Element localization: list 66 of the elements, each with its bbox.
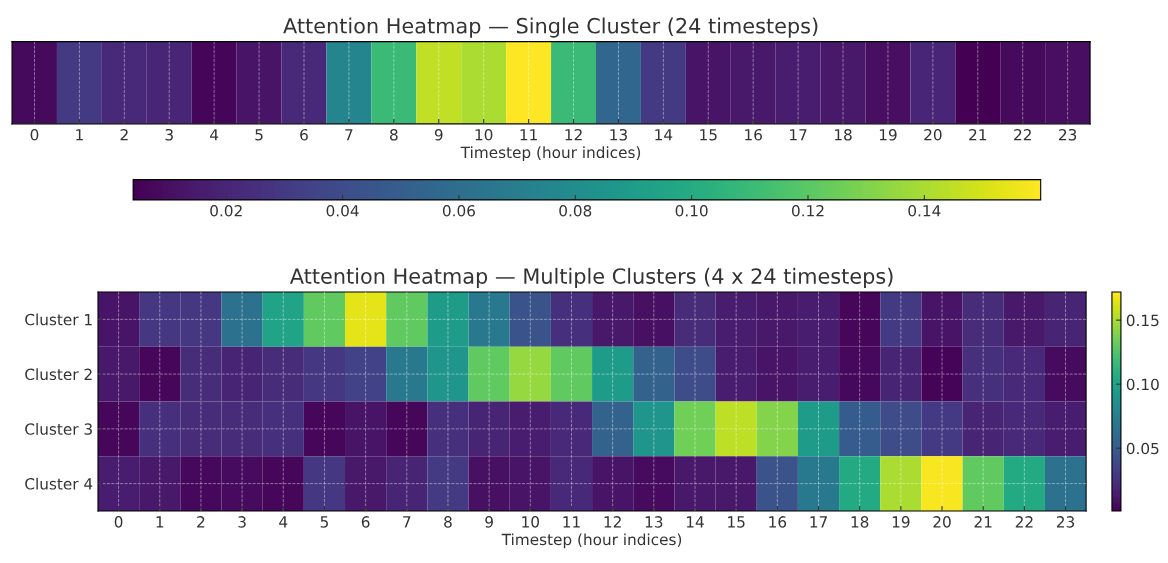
x-tick-label: 4 <box>210 129 219 141</box>
x-tick-label: 21 <box>969 128 987 141</box>
color-bar-label: 0.15 <box>1126 314 1159 327</box>
x-tick-label: 20 <box>924 128 942 141</box>
x-tick-label: 15 <box>700 129 717 141</box>
x-tick-label: 18 <box>851 516 869 528</box>
x-tick-label: 4 <box>279 516 288 528</box>
color-bar-label: 0.02 <box>210 205 242 217</box>
x-tick-label: 8 <box>390 128 398 141</box>
x-tick-label: 20 <box>933 516 951 528</box>
x-tick-label: 11 <box>563 516 580 528</box>
x-tick-label: 13 <box>645 516 663 528</box>
x-tick-label: 7 <box>403 516 411 528</box>
chart-title: Attention Heatmap — Multiple Clusters (4 x 24 timesteps) <box>289 267 893 288</box>
color-bar-label: 0.12 <box>791 205 824 217</box>
x-tick-label: 22 <box>1015 516 1033 528</box>
color-bar-label: 0.06 <box>442 205 475 217</box>
x-tick-label: 14 <box>655 129 673 141</box>
x-tick-label: 1 <box>156 516 164 528</box>
x-axis-title: Timestep (hour indices) <box>501 533 682 549</box>
x-tick-label: 3 <box>238 516 246 528</box>
x-axis-title: Timestep (hour indices) <box>460 146 641 162</box>
x-tick-label: 1 <box>76 129 83 141</box>
x-tick-label: 9 <box>485 516 493 528</box>
y-tick-label: Cluster 3 <box>25 423 92 435</box>
x-tick-label: 12 <box>565 128 582 141</box>
x-tick-label: 23 <box>1056 516 1075 528</box>
color-bar-label: 0.04 <box>326 205 359 217</box>
y-tick-label: Cluster 1 <box>25 313 92 326</box>
x-tick-label: 0 <box>30 128 39 141</box>
x-tick-label: 16 <box>769 516 787 528</box>
y-tick-label: Cluster 4 <box>25 477 93 490</box>
x-tick-label: 5 <box>255 129 263 141</box>
color-bar-label: 0.14 <box>908 205 941 217</box>
chart-title: Attention Heatmap — Single Cluster (24 timesteps) <box>283 17 818 38</box>
x-tick-label: 18 <box>835 128 852 141</box>
x-tick-label: 23 <box>1059 128 1077 141</box>
x-tick-label: 7 <box>345 129 353 141</box>
x-tick-label: 5 <box>320 516 328 528</box>
x-tick-label: 19 <box>892 516 910 528</box>
x-tick-label: 19 <box>879 128 897 141</box>
x-tick-label: 21 <box>974 516 992 528</box>
x-tick-label: 12 <box>604 516 621 528</box>
x-tick-label: 3 <box>165 128 173 141</box>
x-tick-label: 13 <box>610 128 627 141</box>
x-tick-label: 10 <box>522 516 540 528</box>
x-tick-label: 11 <box>520 129 537 141</box>
x-tick-label: 8 <box>444 516 452 528</box>
x-tick-label: 15 <box>728 516 745 528</box>
color-bar-label: 0.10 <box>675 205 708 217</box>
x-tick-label: 6 <box>361 516 370 528</box>
x-tick-label: 17 <box>790 129 807 141</box>
y-tick-label: Cluster 2 <box>25 368 92 381</box>
color-bar-label: 0.08 <box>559 205 592 217</box>
x-tick-label: 16 <box>745 128 762 141</box>
color-bar-label: 0.10 <box>1126 378 1159 391</box>
x-tick-label: 6 <box>300 128 308 141</box>
x-tick-label: 22 <box>1014 128 1031 141</box>
color-bar-label: 0.05 <box>1126 442 1159 455</box>
x-tick-label: 17 <box>810 516 827 528</box>
x-tick-label: 2 <box>120 128 128 141</box>
x-tick-label: 0 <box>114 516 123 528</box>
x-tick-label: 9 <box>434 128 443 141</box>
x-tick-label: 10 <box>475 128 493 141</box>
x-tick-label: 14 <box>686 516 704 528</box>
x-tick-label: 2 <box>197 516 205 528</box>
